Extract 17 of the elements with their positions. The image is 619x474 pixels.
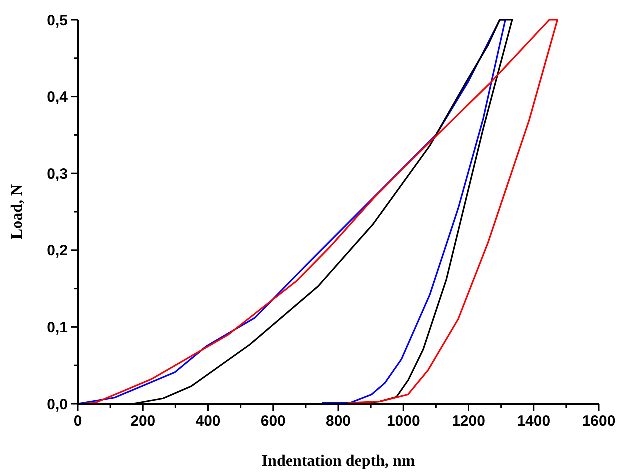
x-axis-title: Indentation depth, nm <box>262 453 416 470</box>
x-tick-label: 1200 <box>452 413 486 430</box>
x-tick-label: 600 <box>260 413 286 430</box>
y-tick-label: 0,1 <box>47 319 68 336</box>
x-tick-label: 800 <box>326 413 352 430</box>
y-tick-label: 0,4 <box>47 89 69 106</box>
x-tick-label: 1400 <box>517 413 551 430</box>
x-tick-label: 0 <box>74 413 82 430</box>
x-tick-label: 200 <box>130 413 156 430</box>
y-tick-label: 0,0 <box>47 396 68 414</box>
x-tick-label: 1000 <box>386 413 420 430</box>
y-tick-label: 0,5 <box>47 12 68 30</box>
y-tick-label: 0,2 <box>47 242 68 260</box>
y-axis-title: Load, N <box>9 184 26 240</box>
y-tick-label: 0,3 <box>47 166 68 183</box>
x-tick-label: 400 <box>196 413 221 430</box>
x-tick-label: 1600 <box>582 413 616 430</box>
